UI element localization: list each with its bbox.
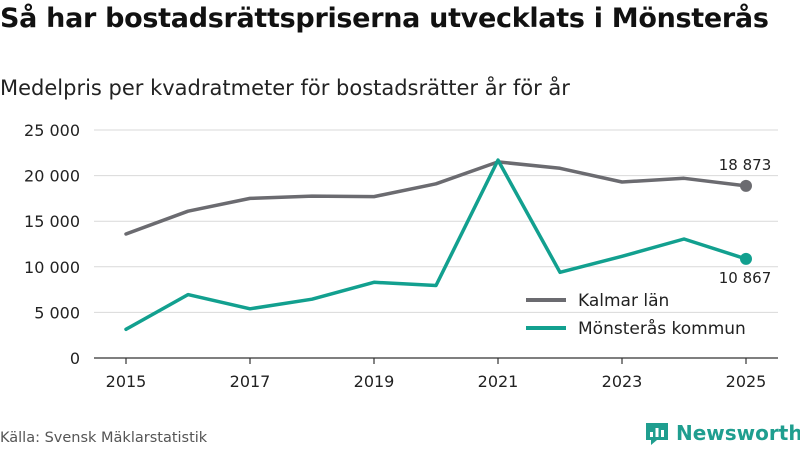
series-line-0: [124, 160, 748, 236]
newsworthy-logo-icon: [646, 423, 668, 445]
end-value-label-1: 10 867: [719, 269, 772, 287]
series-end-point-0: [740, 179, 752, 192]
end-value-label-0: 18 873: [719, 156, 772, 174]
x-tick-label: 2025: [726, 372, 767, 391]
y-tick-label: 15 000: [24, 212, 80, 231]
x-tick-label: 2019: [354, 372, 395, 391]
y-tick-label: 10 000: [24, 258, 80, 277]
x-axis-ticks: 2015 2017 2019 2021 2023 2025: [106, 358, 767, 391]
legend-label-1: Mönsterås kommun: [578, 318, 746, 339]
y-tick-label: 25 000: [24, 121, 80, 140]
brand-name: Newsworthy: [676, 421, 800, 445]
legend-label-0: Kalmar län: [578, 291, 669, 311]
series-end-point-1: [740, 252, 752, 265]
brand-logo: Newsworthy: [644, 420, 800, 446]
x-tick-label: 2023: [602, 372, 643, 391]
x-tick-label: 2021: [478, 372, 519, 391]
y-tick-label: 5 000: [34, 303, 80, 322]
chart-title: Så har bostadsrättspriserna utvecklats i…: [0, 3, 769, 34]
source-note: Källa: Svensk Mäklarstatistik: [0, 430, 208, 446]
chart-subtitle: Medelpris per kvadratmeter för bostadsrä…: [0, 76, 570, 100]
legend: Kalmar län Mönsterås kommun: [526, 291, 746, 339]
x-tick-label: 2017: [230, 372, 271, 391]
y-tick-label: 20 000: [24, 167, 80, 186]
series-line-1: [124, 158, 748, 332]
series-lines: [124, 158, 752, 332]
y-axis-ticks: 0 5 000 10 000 15 000 20 000 25 000: [24, 121, 80, 368]
y-tick-label: 0: [70, 349, 80, 368]
end-labels: 18 873 10 867: [719, 156, 772, 287]
gridlines: [94, 129, 778, 359]
x-tick-label: 2015: [106, 372, 147, 391]
